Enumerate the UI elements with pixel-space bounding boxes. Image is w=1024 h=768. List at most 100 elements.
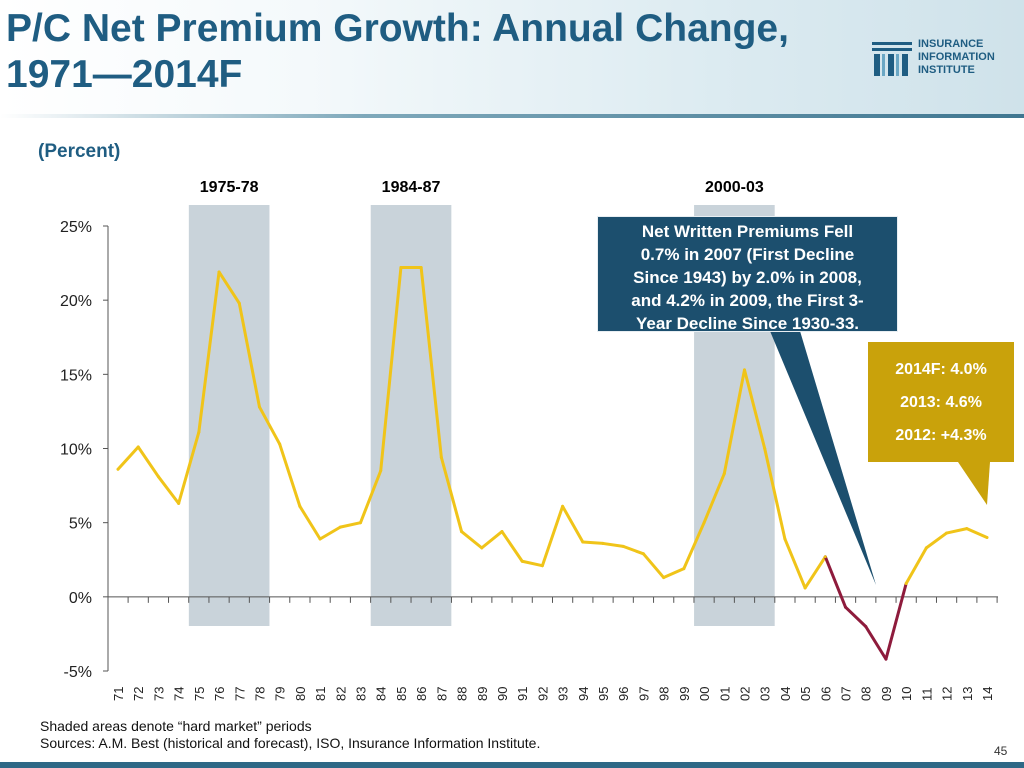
- x-tick-label: 98: [657, 687, 672, 701]
- y-tick-label: 0%: [69, 590, 92, 607]
- data-point: [197, 430, 201, 434]
- series-segment: [924, 531, 949, 550]
- series-segment: [298, 504, 322, 541]
- data-point: [783, 537, 787, 541]
- x-tick-label: 92: [535, 687, 550, 701]
- data-point: [864, 625, 868, 628]
- series-segment: [540, 504, 565, 568]
- data-point: [439, 456, 443, 459]
- x-tick-label: 75: [192, 687, 207, 701]
- x-tick-label: 05: [798, 687, 813, 701]
- series-segment: [662, 567, 686, 580]
- hard-market-label: 2000-03: [705, 179, 764, 196]
- footnote: Shaded areas denote “hard market” period…: [40, 718, 540, 752]
- data-point: [419, 266, 423, 269]
- title-line-1: P/C Net Premium Growth: Annual Change,: [6, 7, 789, 50]
- series-segment: [217, 270, 241, 305]
- x-tick-label: 97: [636, 687, 651, 701]
- data-point: [237, 301, 241, 305]
- data-point: [500, 530, 504, 533]
- callout-side-line: 2012: +4.3%: [895, 427, 987, 444]
- data-point: [318, 537, 322, 541]
- data-point: [621, 545, 625, 548]
- data-point: [722, 472, 726, 476]
- x-tick-label: 00: [697, 687, 712, 701]
- series-segment: [682, 521, 706, 571]
- x-tick-label: 83: [354, 687, 369, 701]
- x-tick-label: 86: [414, 687, 429, 701]
- callout-net-written-premiums: Net Written Premiums Fell 0.7% in 2007 (…: [597, 216, 898, 333]
- title-line-2: 1971—2014F: [6, 53, 243, 96]
- x-tick-label: 12: [940, 687, 955, 701]
- y-tick-label: 15%: [60, 367, 92, 384]
- iii-logo: INSURANCE INFORMATION INSTITUTE: [868, 36, 1018, 82]
- series-segment: [460, 530, 484, 550]
- data-point: [399, 266, 403, 269]
- x-tick-label: 03: [758, 687, 773, 701]
- page-number: 45: [994, 744, 1008, 758]
- data-point: [884, 657, 888, 661]
- series-segment: [621, 544, 645, 556]
- series-segment: [177, 430, 201, 505]
- callout-side-line: 2013: 4.6%: [900, 394, 982, 411]
- series-segment: [904, 546, 928, 585]
- data-point: [682, 567, 686, 571]
- data-point: [581, 540, 585, 544]
- data-point: [540, 564, 544, 568]
- unit-label: (Percent): [38, 141, 121, 162]
- series-segment: [601, 541, 625, 548]
- data-point: [844, 605, 847, 609]
- series-segment: [419, 266, 443, 459]
- series-segment: [520, 559, 544, 568]
- x-tick-label: 81: [313, 687, 328, 701]
- data-point: [662, 576, 666, 579]
- data-point: [945, 531, 948, 535]
- x-tick-label: 14: [980, 687, 995, 701]
- series-segment: [359, 469, 383, 525]
- footnote-sources: Sources: A.M. Best (historical and forec…: [40, 735, 541, 751]
- series-segment: [581, 540, 605, 545]
- data-point: [823, 555, 827, 559]
- series-segment: [500, 530, 524, 563]
- x-tick-label: 80: [293, 687, 308, 701]
- series-segment: [379, 266, 403, 473]
- x-tick-label: 99: [677, 687, 692, 701]
- series-segment: [136, 445, 160, 479]
- x-tick-label: 85: [394, 687, 409, 701]
- data-point: [298, 504, 302, 508]
- series-segment: [884, 581, 908, 661]
- data-point: [763, 447, 767, 450]
- series-segment: [561, 504, 585, 544]
- x-tick-label: 77: [232, 687, 247, 701]
- header-band: [0, 0, 1024, 118]
- series-segment: [439, 455, 464, 534]
- logo-line-2: INFORMATION: [918, 51, 995, 63]
- logo-text: INSURANCE INFORMATION INSTITUTE: [918, 38, 995, 77]
- x-tick-label: 84: [374, 687, 389, 701]
- series-segment: [116, 445, 140, 471]
- callout-main-line: 0.7% in 2007 (First Decline: [640, 245, 855, 264]
- data-point: [217, 270, 221, 274]
- series-segment: [945, 527, 969, 535]
- y-tick-label: -5%: [64, 664, 92, 681]
- x-tick-label: 72: [131, 687, 146, 701]
- series-segment: [318, 525, 342, 541]
- data-point: [379, 469, 383, 473]
- x-tick-label: 78: [252, 687, 267, 701]
- x-tick-label: 09: [879, 687, 894, 701]
- x-tick-label: 94: [576, 687, 591, 701]
- logo-line-1: INSURANCE: [918, 38, 984, 50]
- data-point: [904, 582, 908, 585]
- x-tick-label: 88: [455, 687, 470, 701]
- x-tick-label: 89: [475, 687, 490, 701]
- series-segment: [641, 552, 666, 580]
- header-rule: [0, 114, 1024, 118]
- data-point: [460, 530, 463, 533]
- x-tick-label: 82: [333, 687, 348, 701]
- x-tick-label: 73: [151, 687, 166, 701]
- callout-recent-years: 2014F: 4.0% 2013: 4.6% 2012: +4.3%: [868, 342, 1014, 462]
- data-point: [985, 536, 989, 539]
- logo-line-3: INSTITUTE: [918, 64, 975, 76]
- data-point: [803, 586, 807, 590]
- data-point: [642, 552, 645, 556]
